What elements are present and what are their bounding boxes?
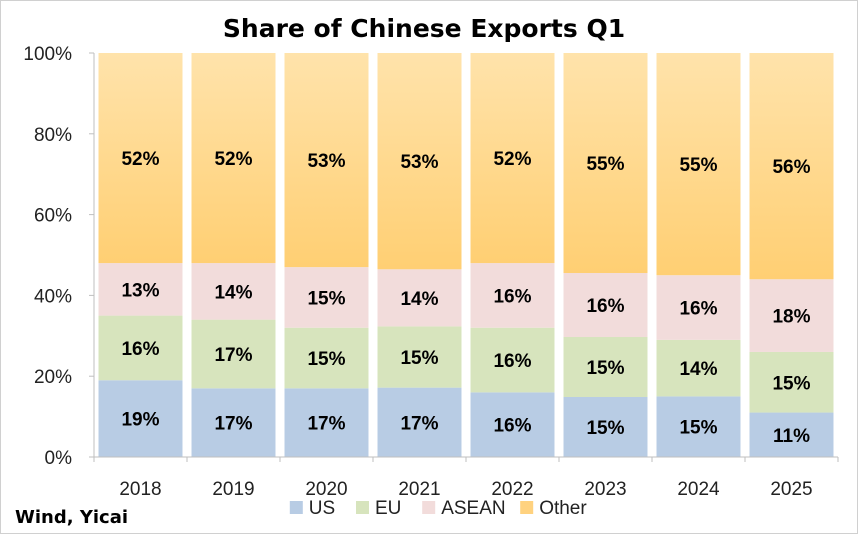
legend-label-other: Other [539,498,587,519]
bar-eu-2018 [98,315,183,381]
data-label-us-2024: 15% [679,418,717,439]
y-tick-label: 40% [34,286,72,307]
bar-eu-2025 [749,351,834,413]
x-tick-label-2022: 2022 [491,479,533,500]
data-label-us-2018: 19% [121,410,159,431]
chart-title: Share of Chinese Exports Q1 [223,14,625,43]
x-tick-label-2021: 2021 [398,479,440,500]
data-label-us-2025: 11% [773,426,810,447]
bar-asean-2022 [470,263,555,328]
y-tick-label: 80% [34,125,72,146]
bar-us-2023 [563,397,648,457]
x-tick-label-2025: 2025 [770,479,812,500]
data-label-eu-2018: 16% [121,339,159,360]
bars-layer [98,53,834,457]
data-label-other-2023: 55% [586,154,624,175]
bar-eu-2022 [470,327,555,393]
bar-eu-2020 [284,327,369,389]
data-label-asean-2025: 18% [772,307,810,328]
bar-other-2019 [191,53,276,264]
data-label-eu-2024: 14% [679,359,717,380]
data-label-other-2024: 55% [679,155,717,176]
data-label-asean-2023: 16% [586,296,624,317]
data-label-other-2019: 52% [214,149,252,170]
data-label-asean-2019: 14% [214,282,252,303]
data-label-eu-2025: 15% [772,373,810,394]
bar-other-2025 [749,53,834,280]
bar-us-2019 [191,388,276,457]
data-label-us-2023: 15% [586,418,624,439]
legend-swatch-us [289,501,303,514]
bar-asean-2025 [749,279,834,352]
legend: US EU ASEAN Other [289,498,587,519]
data-label-asean-2021: 14% [400,289,438,310]
data-label-eu-2019: 17% [214,345,252,366]
bar-asean-2019 [191,263,276,320]
bar-other-2023 [563,53,648,273]
data-label-eu-2021: 15% [400,348,438,369]
data-labels-layer: 19% 16% 13% 52% 17% 17% 14% 52% 17% 15% 15% 53% 17% 1… [121,149,810,447]
data-label-asean-2024: 16% [679,299,717,320]
bar-us-2020 [284,388,369,457]
bar-us-2025 [749,412,834,457]
bar-other-2024 [656,53,741,276]
data-label-us-2021: 17% [400,413,438,434]
bar-other-2022 [470,53,555,264]
data-label-other-2022: 52% [493,149,531,170]
y-tick-label: 60% [34,206,72,227]
bar-asean-2020 [284,267,369,328]
bar-us-2021 [377,387,462,457]
data-label-asean-2018: 13% [121,280,159,301]
x-tick-label-2020: 2020 [305,479,347,500]
x-tick-label-2023: 2023 [584,479,626,500]
bar-asean-2021 [377,269,462,327]
data-label-eu-2022: 16% [493,351,531,372]
data-label-us-2020: 17% [307,414,345,435]
data-label-us-2019: 17% [214,414,252,435]
bar-us-2022 [470,392,555,457]
legend-label-eu: EU [375,498,401,519]
source-note: Wind, Yicai [15,507,128,528]
y-tick-label: 100% [23,44,72,65]
bar-eu-2024 [656,339,741,397]
bar-other-2020 [284,53,369,268]
data-label-other-2025: 56% [772,157,810,178]
bar-us-2018 [98,380,183,457]
bar-asean-2024 [656,275,741,340]
data-label-eu-2020: 15% [307,349,345,370]
data-label-other-2020: 53% [307,151,345,172]
bar-asean-2018 [98,263,183,316]
y-tick-label: 20% [34,367,72,388]
bar-eu-2021 [377,326,462,388]
x-tick-label-2018: 2018 [119,479,161,500]
bar-asean-2023 [563,273,648,337]
bar-other-2018 [98,53,183,264]
data-label-us-2022: 16% [493,416,531,437]
legend-swatch-other [520,501,534,514]
y-tick-label: 0% [45,448,73,469]
data-label-other-2021: 53% [400,152,438,173]
x-tick-label-2019: 2019 [212,479,254,500]
bar-eu-2023 [563,337,648,397]
legend-label-asean: ASEAN [441,498,505,519]
data-label-asean-2022: 16% [493,286,531,307]
data-label-other-2018: 52% [121,149,159,170]
legend-label-us: US [309,498,335,519]
data-label-asean-2020: 15% [307,288,345,309]
legend-swatch-asean [422,501,436,514]
x-tick-label-2024: 2024 [677,479,720,500]
axes-layer: 0% 20% 40% 60% 80% 100% 2018 2019 2020 2021 2022 20… [23,44,839,500]
legend-swatch-eu [356,501,369,514]
bar-other-2021 [377,53,462,270]
bar-us-2024 [656,396,741,457]
data-label-eu-2023: 15% [586,358,624,379]
bar-eu-2019 [191,319,276,389]
